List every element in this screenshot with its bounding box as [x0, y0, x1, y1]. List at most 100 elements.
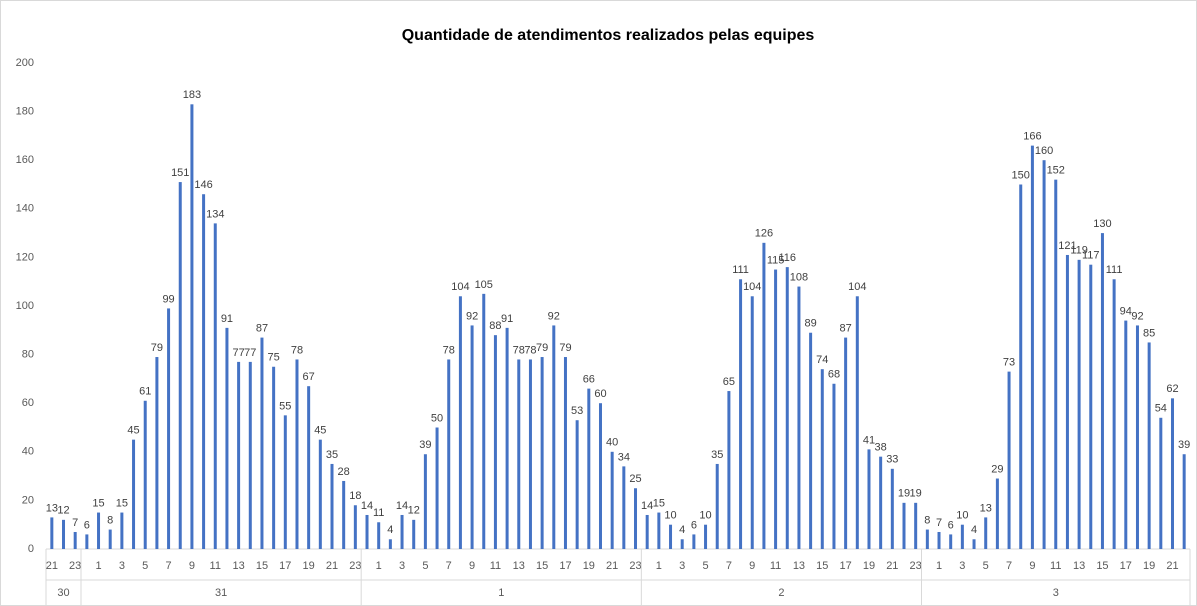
value-label: 55: [279, 400, 291, 412]
value-label: 15: [653, 497, 665, 509]
x-tick-label: 5: [142, 560, 148, 572]
y-tick-label: 120: [16, 251, 34, 263]
value-label: 89: [804, 318, 816, 330]
value-label: 10: [664, 510, 676, 522]
value-label: 35: [711, 449, 723, 461]
x-tick-label: 7: [726, 560, 732, 572]
value-label: 77: [232, 347, 244, 359]
x-tick-label: 11: [770, 560, 781, 572]
bar: [844, 337, 848, 549]
y-tick-label: 180: [16, 106, 34, 118]
x-tick-label: 19: [583, 560, 595, 572]
value-label: 7: [72, 517, 78, 529]
chart-title: Quantidade de atendimentos realizados pe…: [402, 27, 815, 44]
value-label: 11: [373, 507, 384, 519]
value-label: 39: [1178, 439, 1190, 451]
value-label: 116: [778, 252, 796, 264]
value-label: 91: [221, 313, 233, 325]
bar: [248, 361, 252, 549]
value-label: 7: [936, 517, 942, 529]
value-label: 166: [1023, 131, 1041, 143]
x-tick-label: 3: [959, 560, 965, 572]
group-label: 30: [57, 587, 69, 599]
value-label: 68: [828, 369, 840, 381]
bar: [493, 335, 497, 549]
value-label: 134: [206, 208, 224, 220]
x-tick-label: 13: [1073, 560, 1085, 572]
bar: [937, 531, 941, 549]
value-label: 4: [387, 524, 393, 536]
bar: [820, 369, 824, 549]
x-tick-label: 11: [1050, 560, 1061, 572]
x-tick-label: 11: [490, 560, 501, 572]
bar: [505, 327, 509, 549]
value-label: 6: [84, 519, 90, 531]
bar: [1042, 160, 1046, 549]
bar: [155, 357, 159, 549]
value-label: 15: [92, 497, 104, 509]
bar: [949, 534, 953, 549]
x-tick-label: 19: [863, 560, 875, 572]
bar: [715, 463, 719, 549]
bar: [225, 327, 229, 549]
bar: [727, 391, 731, 549]
group-label: 3: [1053, 587, 1059, 599]
bar: [890, 468, 894, 549]
bar: [902, 502, 906, 549]
value-label: 40: [606, 437, 618, 449]
value-label: 18: [349, 490, 361, 502]
value-label: 39: [419, 439, 431, 451]
value-label: 88: [489, 320, 501, 332]
y-tick-label: 80: [22, 349, 34, 361]
bar: [1065, 254, 1069, 549]
value-label: 29: [991, 463, 1003, 475]
bar: [645, 514, 649, 549]
bar: [750, 296, 754, 549]
value-label: 91: [501, 313, 513, 325]
x-tick-label: 23: [910, 560, 922, 572]
value-label: 79: [559, 342, 571, 354]
bar: [809, 332, 813, 549]
x-tick-label: 23: [349, 560, 361, 572]
value-label: 12: [57, 505, 69, 517]
bar: [1170, 398, 1174, 549]
y-tick-label: 20: [22, 494, 34, 506]
value-label: 73: [1003, 357, 1015, 369]
bar: [540, 357, 544, 549]
x-tick-label: 15: [1096, 560, 1108, 572]
bar: [178, 182, 182, 549]
value-label: 78: [443, 344, 455, 356]
bar: [213, 223, 217, 549]
group-label: 31: [215, 587, 227, 599]
bar: [62, 519, 66, 549]
x-tick-label: 23: [629, 560, 641, 572]
y-tick-label: 140: [16, 203, 34, 215]
bar: [1147, 342, 1151, 549]
bar: [657, 512, 661, 549]
bar: [1007, 371, 1011, 549]
bar: [167, 308, 171, 549]
bar: [423, 454, 427, 549]
bar: [1182, 454, 1186, 549]
x-tick-label: 3: [679, 560, 685, 572]
value-label: 115: [767, 254, 785, 266]
bar: [517, 359, 521, 549]
value-label: 67: [303, 371, 315, 383]
x-tick-label: 5: [702, 560, 708, 572]
bar: [622, 466, 626, 549]
value-label: 126: [755, 228, 773, 240]
x-tick-label: 19: [1143, 560, 1155, 572]
bar: [307, 386, 311, 549]
value-label: 38: [875, 442, 887, 454]
bar: [50, 517, 54, 549]
value-label: 19: [898, 488, 910, 500]
value-label: 117: [1082, 250, 1100, 262]
x-tick-label: 1: [936, 560, 942, 572]
value-label: 50: [431, 412, 443, 424]
bar: [552, 325, 556, 549]
group-label: 1: [498, 587, 504, 599]
x-tick-label: 15: [536, 560, 548, 572]
x-tick-label: 5: [422, 560, 428, 572]
value-label: 111: [1106, 264, 1123, 276]
value-label: 77: [244, 347, 256, 359]
